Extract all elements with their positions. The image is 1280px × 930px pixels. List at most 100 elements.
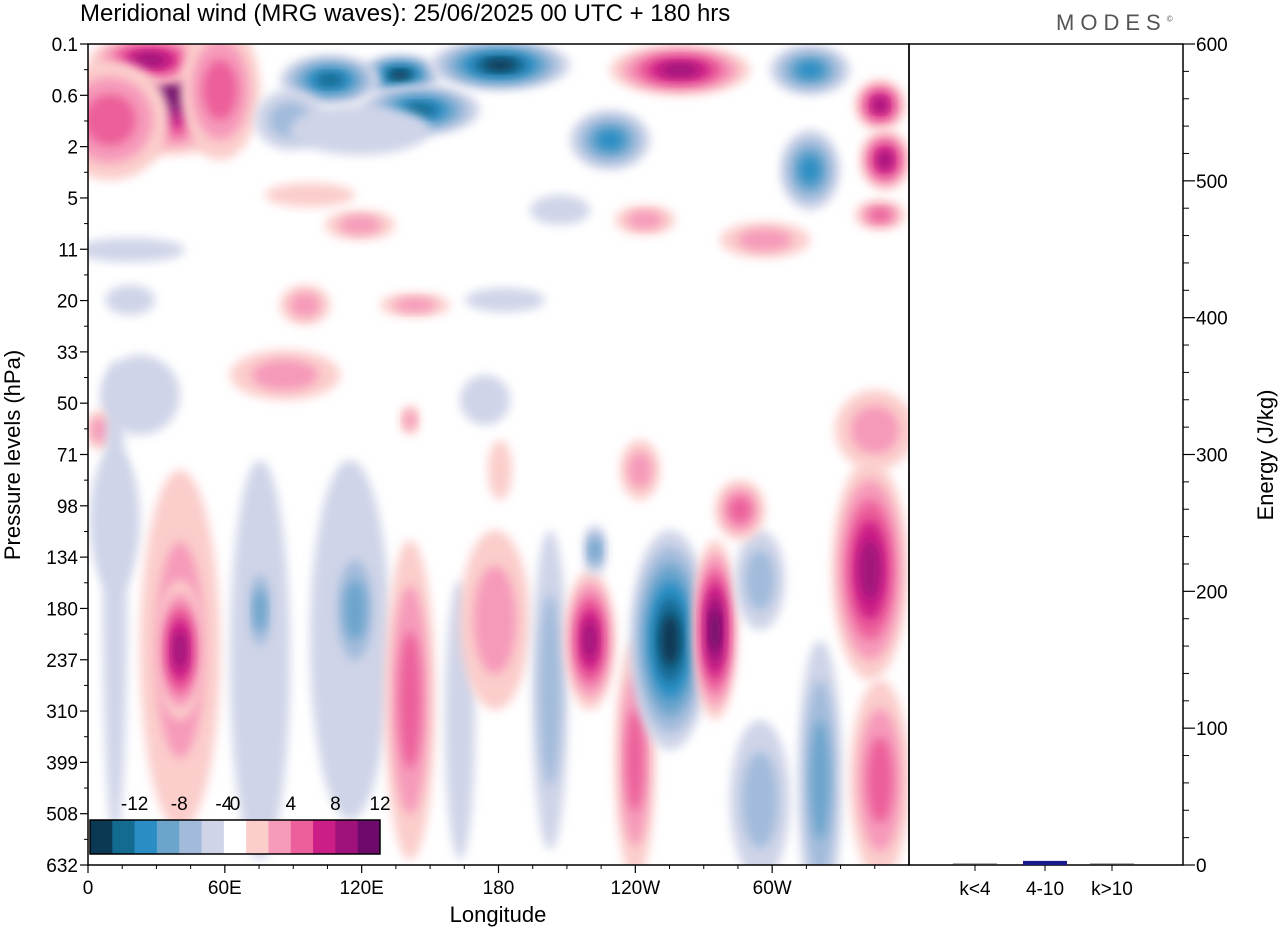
contour-region <box>399 631 421 769</box>
contour-region <box>290 293 320 317</box>
contour-region <box>859 540 881 600</box>
y-tick-label: 0.1 <box>52 35 78 56</box>
y-tick-label: 33 <box>57 343 78 364</box>
colorbar-swatch <box>335 820 359 854</box>
contour-region <box>530 195 590 225</box>
energy-bar <box>1023 860 1067 865</box>
y-tick-label: 134 <box>46 548 78 569</box>
colorbar-swatch <box>134 820 158 854</box>
wavenumber-label: 4-10 <box>1026 879 1064 900</box>
y-tick-label: 237 <box>46 651 78 672</box>
brand-logo: MODES© <box>1056 10 1173 36</box>
colorbar-swatch <box>313 820 336 854</box>
contour-region <box>88 94 136 146</box>
contour-region <box>878 151 892 169</box>
y-tick-label: 98 <box>57 497 78 518</box>
wavenumber-axis: k<4 4-10 k>10 <box>959 865 1133 900</box>
y-tick-label: 310 <box>46 702 78 723</box>
heatmap-plot: -12 -8 -40 4 8 12 0.10.6251120335071981341802… <box>0 35 910 927</box>
y-tick-label: 50 <box>57 394 78 415</box>
contour-region <box>265 183 355 207</box>
contour-region <box>88 238 185 262</box>
contour-region <box>394 297 436 313</box>
x-tick-label: 180 <box>483 878 515 899</box>
colorbar-swatch <box>357 820 381 854</box>
y-tick-label: 20 <box>57 292 78 313</box>
energy-frame <box>908 43 1184 866</box>
contour-region <box>344 580 366 640</box>
pressure-axis: 0.1 0.6 2 5 11 20 33 50 71 98 134 180 237 310 399 508 63… <box>46 35 88 877</box>
colorbar-label: 4 <box>285 794 296 815</box>
colorbar-swatch <box>290 820 314 854</box>
contour-region <box>867 737 893 823</box>
contour-region <box>252 360 318 390</box>
wavenumber-label: k>10 <box>1091 879 1133 900</box>
x-tick-label: 0 <box>83 878 94 899</box>
colorbar-label: 8 <box>330 794 341 815</box>
y-tick-label: 5 <box>67 189 78 210</box>
colorbar-swatch <box>201 820 225 854</box>
energy-tick-label: 600 <box>1196 35 1228 56</box>
contour-region <box>173 630 187 670</box>
contour-region <box>796 61 824 79</box>
wavenumber-label: k<4 <box>959 879 991 900</box>
contour-region <box>873 98 887 112</box>
y-tick-label: 632 <box>46 856 78 877</box>
contour-region <box>91 418 109 442</box>
energy-tick-label: 0 <box>1196 856 1207 877</box>
contour-region <box>745 550 775 610</box>
contour-region <box>660 614 680 666</box>
contour-region <box>253 588 267 632</box>
longitude-axis: 0 60E 120E 180 120W 60W <box>83 865 876 899</box>
x-tick-label: 60E <box>208 878 242 899</box>
contour-region <box>851 406 899 454</box>
chart-title: Meridional wind (MRG waves): 25/06/2025 … <box>80 0 731 27</box>
y-tick-label: 508 <box>46 805 78 826</box>
colorbar-swatch <box>156 820 180 854</box>
colorbar-swatch <box>268 820 292 854</box>
energy-tick-label: 100 <box>1196 719 1228 740</box>
colorbar-label: -8 <box>171 794 188 815</box>
colorbar-frame <box>89 819 381 855</box>
contour-region <box>729 497 751 523</box>
contour-region <box>460 375 510 425</box>
x-tick-label: 120W <box>611 878 661 899</box>
colorbar-swatch <box>179 820 203 854</box>
colorbar-swatch <box>112 820 136 854</box>
colorbar-swatch <box>90 820 113 854</box>
contour-region <box>488 440 512 500</box>
x-tick-label: 60W <box>753 878 792 899</box>
contour-region <box>290 105 430 155</box>
y-tick-label: 71 <box>57 446 78 467</box>
contour-region <box>483 59 517 71</box>
contour-region <box>103 360 127 840</box>
contour-region <box>583 620 597 660</box>
energy-tick-label: 400 <box>1196 309 1228 330</box>
contour-region <box>105 285 155 315</box>
contour-region <box>738 229 792 251</box>
contour-region <box>869 208 891 222</box>
colorbar-label: 0 <box>230 794 241 815</box>
y-tick-label: 0.6 <box>52 86 78 107</box>
y-axis-title: Pressure levels (hPa) <box>0 350 25 560</box>
contour-region <box>133 53 167 67</box>
energy-tick-label: 500 <box>1196 172 1228 193</box>
energy-axis-title: Energy (J/kg) <box>1253 390 1278 521</box>
energy-tick-label: 300 <box>1196 446 1228 467</box>
contour-region <box>589 539 601 561</box>
colorbar-label: -4 <box>215 794 232 815</box>
contour-region <box>539 594 561 786</box>
contour-region <box>465 288 545 312</box>
contour-region <box>800 156 820 184</box>
colorbar-label: 12 <box>369 794 390 815</box>
colorbar-swatch <box>246 820 269 854</box>
contour-region <box>339 216 381 234</box>
energy-bars <box>953 860 1134 865</box>
y-tick-label: 11 <box>58 240 78 261</box>
energy-bar <box>953 863 997 865</box>
contour-region <box>596 130 624 150</box>
y-tick-label: 2 <box>67 138 78 159</box>
contour-region <box>628 452 652 488</box>
colorbar-swatch <box>223 820 247 854</box>
